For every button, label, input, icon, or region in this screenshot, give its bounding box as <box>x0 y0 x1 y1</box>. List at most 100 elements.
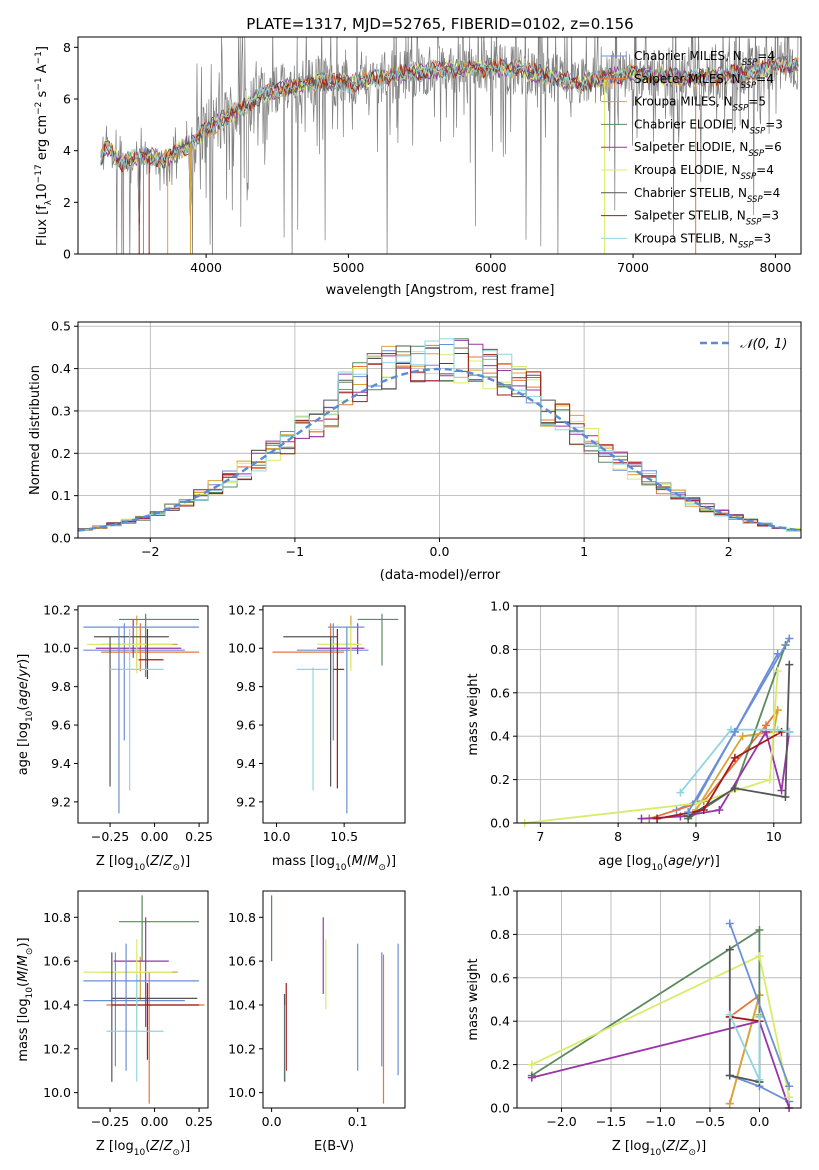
y-tick-label: 10.2 <box>43 1041 71 1056</box>
model-spectrum-1 <box>100 57 799 222</box>
plus-marker <box>755 926 764 935</box>
plus-marker <box>699 805 708 814</box>
plus-marker <box>676 788 685 797</box>
weight-line-3 <box>531 928 761 1082</box>
x-axis-label: (data-model)/error <box>380 568 501 583</box>
x-tick-label: 0.00 <box>141 1114 169 1129</box>
plus-marker <box>527 1060 536 1069</box>
y-tick-label: 0.0 <box>490 816 510 831</box>
x-tick-label: −2.0 <box>546 1114 576 1129</box>
weight-line-2 <box>728 994 761 1104</box>
y-tick-label: 10.0 <box>43 641 71 656</box>
x-tick-label: −0.25 <box>91 829 129 844</box>
x-tick-label: 0.0 <box>262 1114 282 1129</box>
y-tick-label: 9.6 <box>51 718 71 733</box>
lines-z-weight <box>527 919 794 1112</box>
x-tick-label: 0.00 <box>141 829 169 844</box>
plus-marker <box>730 727 739 736</box>
legend-label: Chabrier MILES, NSSP=4 <box>634 49 775 68</box>
y-axis-label: age [log10(age/yr)] <box>16 654 35 776</box>
plus-marker <box>738 732 747 741</box>
legend-label: Chabrier STELIB, NSSP=4 <box>634 186 780 205</box>
weight-line-1 <box>649 709 779 820</box>
y-tick-label: 10.4 <box>43 997 71 1012</box>
x-tick-label: −1.0 <box>645 1114 675 1129</box>
axes-frame <box>77 605 209 824</box>
x-tick-label: 9 <box>692 829 700 844</box>
gaussian-curve <box>78 367 801 532</box>
x-tick-label: 0.25 <box>185 829 213 844</box>
y-tick-label: 6 <box>63 92 71 107</box>
plus-marker <box>785 634 794 643</box>
plus-marker <box>637 814 646 823</box>
weight-line-5 <box>524 671 779 824</box>
x-axis-label: mass [log10(M/M⊙)] <box>272 854 396 873</box>
weight-line-4 <box>641 729 791 820</box>
y-tick-label: 9.8 <box>236 679 256 694</box>
y-tick-label: 9.2 <box>236 794 256 809</box>
y-tick-label: 9.2 <box>51 794 71 809</box>
weight-line-7 <box>656 731 782 820</box>
legend-label: Salpeter ELODIE, NSSP=6 <box>634 140 782 159</box>
y-tick-label: 10.8 <box>228 910 256 925</box>
plus-marker <box>725 945 734 954</box>
x-tick-label: −1 <box>286 544 304 559</box>
plus-marker <box>785 1093 794 1102</box>
histograms <box>78 338 801 533</box>
x-axis-label: Z [log10(Z/Z⊙)] <box>96 1139 190 1158</box>
errorbars-mass-age <box>272 613 399 814</box>
y-tick-label: 9.8 <box>51 679 71 694</box>
y-tick-label: 0.4 <box>490 1014 510 1029</box>
x-tick-label: 10.5 <box>330 829 358 844</box>
plus-marker <box>715 805 724 814</box>
axes-frame <box>262 605 406 824</box>
y-tick-label: 0.2 <box>490 1057 510 1072</box>
y-tick-label: 10.2 <box>228 1041 256 1056</box>
x-tick-label: 7 <box>536 829 544 844</box>
plus-marker <box>725 1010 734 1019</box>
y-tick-label: 0.2 <box>490 772 510 787</box>
axes-mass-age <box>259 609 345 827</box>
errorbars-z-mass <box>83 895 205 1104</box>
y-tick-label: 9.6 <box>236 718 256 733</box>
weight-line-6 <box>728 949 761 1084</box>
plus-marker <box>730 784 739 793</box>
errorbars-z-age <box>83 613 200 814</box>
x-tick-label: 8 <box>614 829 622 844</box>
y-axis-label: mass weight <box>466 958 481 1040</box>
y-tick-label: 10.0 <box>228 641 256 656</box>
axes-residuals <box>74 322 801 542</box>
y-axis-label: mass [log10(M/M⊙)] <box>16 937 35 1061</box>
x-tick-label: 0.0 <box>749 1114 769 1129</box>
plus-marker <box>781 792 790 801</box>
model-spectrum-8 <box>100 55 799 220</box>
x-tick-label: −0.5 <box>695 1114 725 1129</box>
x-tick-label: 0.0 <box>430 544 450 559</box>
y-tick-label: 0.3 <box>51 403 71 418</box>
x-axis-label: age [log10(age/yr)] <box>598 854 720 873</box>
y-tick-label: 10.8 <box>43 910 71 925</box>
y-tick-label: 10.2 <box>228 602 256 617</box>
plus-marker <box>755 952 764 961</box>
errorbars-ebv-mass <box>271 895 399 1104</box>
legend-label: 𝒩(0, 1) <box>740 337 787 352</box>
legend-label: Salpeter MILES, NSSP=4 <box>634 72 774 91</box>
y-tick-label: 1.0 <box>490 599 510 614</box>
y-axis-label: Normed distribution <box>28 365 43 495</box>
x-tick-label: 8000 <box>759 260 791 275</box>
plus-marker <box>785 660 794 669</box>
plus-marker <box>785 1082 794 1091</box>
axes-ebv-mass <box>259 916 359 1112</box>
plus-marker <box>773 667 782 676</box>
plus-marker <box>653 814 662 823</box>
y-tick-label: 10.0 <box>43 1085 71 1100</box>
axes-spectrum <box>74 46 776 258</box>
axes-frame <box>77 890 209 1109</box>
plot-layer: 4000 5000 6000 7000 8000 0 2 4 6 8 wavelength [Ang… <box>16 36 802 1158</box>
plus-marker <box>730 753 739 762</box>
plus-marker <box>755 1012 764 1021</box>
legend: Chabrier MILES, NSSP=4 Salpeter MILES, NS… <box>601 49 783 250</box>
x-tick-label: −0.25 <box>91 1114 129 1129</box>
axes-z-age <box>74 609 200 827</box>
